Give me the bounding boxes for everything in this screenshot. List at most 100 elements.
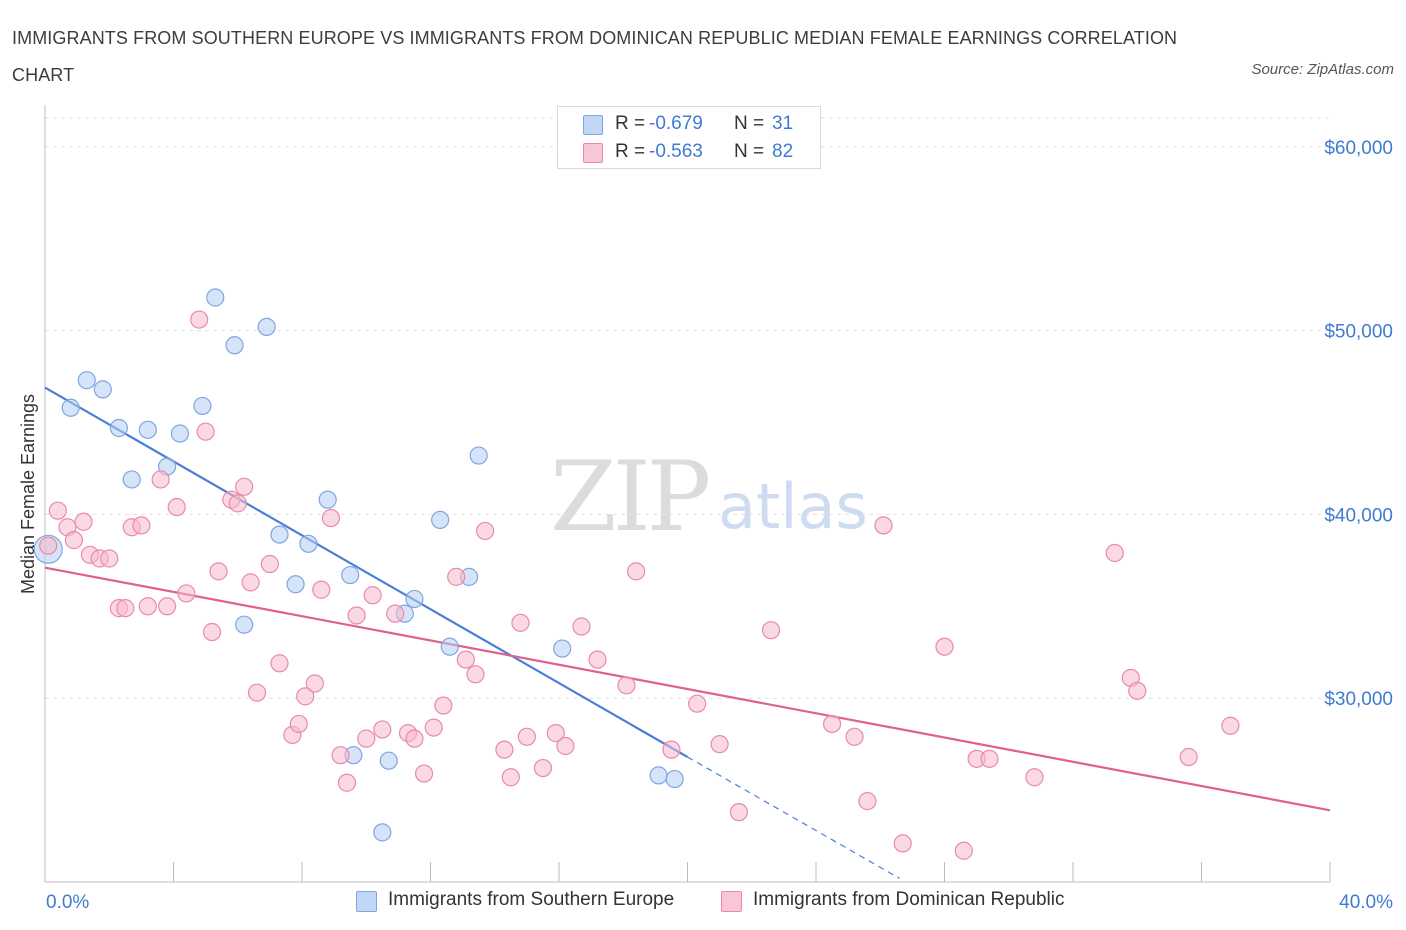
data-point (48, 501, 67, 520)
data-point (688, 694, 707, 713)
data-point (337, 773, 357, 792)
y-tick-label: $60,000 (1324, 138, 1393, 159)
series-swatch-southern-europe (356, 891, 377, 912)
data-points (33, 288, 1240, 860)
data-point (100, 549, 119, 568)
data-point (466, 665, 485, 684)
data-point (893, 834, 912, 853)
data-point (665, 769, 684, 789)
data-point (1179, 747, 1198, 767)
data-point (299, 534, 318, 553)
data-point (347, 606, 366, 625)
data-point (270, 525, 289, 544)
y-axis-label: Median Female Earnings (18, 394, 38, 594)
data-point (260, 554, 279, 574)
data-point (980, 749, 999, 768)
data-point (626, 562, 646, 581)
r-value-dominican-republic: -0.563 (649, 141, 703, 162)
data-point (1128, 681, 1147, 700)
y-tick-label: $50,000 (1324, 322, 1393, 343)
gridlines (45, 117, 1330, 699)
n-label: N = (734, 113, 765, 134)
data-point (138, 420, 157, 439)
data-point (954, 841, 973, 860)
data-point (517, 727, 536, 746)
data-point (440, 637, 459, 656)
data-point (1105, 543, 1124, 563)
data-point (373, 720, 392, 739)
series-name-southern-europe: Immigrants from Southern Europe (388, 889, 675, 910)
data-point (710, 735, 729, 754)
data-point (858, 792, 877, 811)
data-point (729, 803, 749, 822)
chart-title: IMMIGRANTS FROM SOUTHERN EUROPE VS IMMIG… (12, 28, 1178, 85)
x-tick-label-min: 0.0% (46, 892, 89, 913)
data-point (341, 565, 360, 585)
data-point (305, 674, 324, 693)
r-label: R = (615, 113, 646, 134)
watermark: ZIP atlas (550, 441, 868, 553)
data-point (170, 424, 190, 443)
data-point (93, 380, 112, 399)
series-name-dominican-republic: Immigrants from Dominican Republic (753, 889, 1065, 910)
trendlines (44, 386, 1331, 879)
data-point (289, 714, 308, 734)
tick-labels: $30,000 $40,000 $50,000 $60,000 0.0% 40.0% (46, 138, 1393, 913)
trendline-0 (44, 386, 689, 758)
series-points-0 (33, 288, 684, 842)
data-point (177, 584, 196, 603)
data-point (167, 497, 186, 517)
data-point (556, 736, 575, 756)
data-point (321, 508, 341, 528)
n-value-dominican-republic: 82 (772, 141, 794, 162)
legend-swatch-southern-europe (583, 115, 603, 135)
n-value-southern-europe: 31 (772, 113, 794, 134)
data-point (235, 615, 254, 634)
trendline-extension-0 (687, 756, 900, 879)
data-point (206, 288, 225, 307)
data-point (39, 536, 58, 555)
data-point (874, 516, 893, 535)
source-label: Source: ZipAtlas.com (1251, 61, 1394, 78)
data-point (64, 531, 84, 550)
data-point (572, 617, 591, 636)
data-point (379, 751, 398, 770)
y-tick-label: $30,000 (1324, 689, 1393, 710)
data-point (331, 746, 350, 765)
data-point (318, 490, 337, 509)
data-point (546, 724, 565, 743)
data-point (190, 310, 209, 329)
data-point (511, 613, 530, 632)
data-point (209, 562, 228, 581)
data-point (405, 729, 424, 748)
watermark-zip: ZIP (550, 441, 709, 553)
data-point (649, 766, 668, 785)
data-point (662, 740, 681, 759)
data-point (424, 718, 443, 737)
data-point (1221, 716, 1240, 735)
r-value-southern-europe: -0.679 (649, 113, 703, 134)
data-point (501, 768, 520, 787)
n-label: N = (734, 141, 765, 162)
y-tick-label: $40,000 (1324, 505, 1393, 526)
data-point (456, 650, 475, 669)
r-label: R = (615, 141, 646, 162)
data-point (122, 470, 141, 489)
data-point (469, 446, 488, 465)
data-point (74, 512, 93, 531)
data-point (196, 422, 215, 441)
axes (44, 105, 1331, 883)
data-point (761, 621, 781, 640)
data-point (935, 637, 954, 656)
data-point (476, 521, 495, 541)
data-point (312, 580, 331, 599)
data-point (109, 418, 128, 438)
data-point (235, 477, 254, 496)
data-point (363, 586, 382, 605)
data-point (61, 398, 80, 417)
data-point (151, 470, 170, 489)
data-point (296, 687, 315, 706)
data-point (193, 396, 212, 416)
data-point (617, 676, 636, 695)
data-point (414, 764, 434, 783)
